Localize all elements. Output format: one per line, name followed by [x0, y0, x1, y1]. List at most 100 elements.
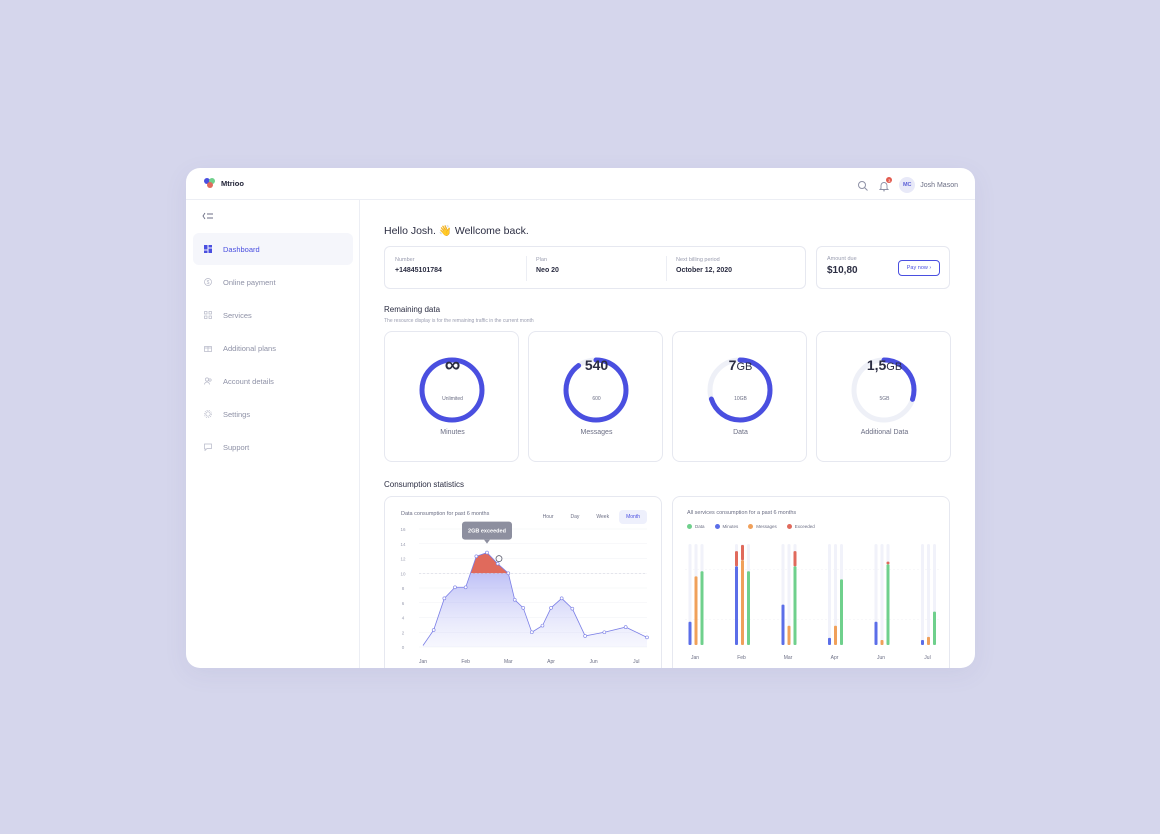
- area-chart: 0 2 4 6 8 10 12 14 16 Jan Feb Mar Apr Jun Jul 2GB excee…: [400, 521, 649, 665]
- bar-data: [840, 579, 843, 645]
- number-value: +14845101784: [395, 267, 442, 274]
- sidebar-item-label: Support: [223, 442, 250, 452]
- bar-data: [700, 571, 704, 645]
- card-label: Additional Data: [860, 429, 909, 436]
- x-tick-label: Jul: [633, 659, 639, 665]
- x-tick-label: Jan: [419, 659, 427, 665]
- bar-messages: [787, 625, 791, 645]
- ring-total: 600: [592, 396, 601, 402]
- avatar[interactable]: MC: [899, 177, 916, 193]
- x-tick-label: Jun: [877, 655, 885, 661]
- top-bar: Mtrioo 3 MC Josh Mason: [186, 168, 975, 200]
- pay-now-button[interactable]: Pay now ›: [898, 260, 940, 276]
- x-tick-label: Jan: [691, 655, 699, 661]
- data-point: [512, 598, 517, 602]
- bar-track: [921, 544, 924, 645]
- data-consumption-card: Data consumption for past 6 months Hour D…: [384, 496, 662, 668]
- bar-minutes: [688, 621, 692, 645]
- logo[interactable]: Mtrioo: [204, 178, 244, 189]
- sidebar-item-label: Services: [223, 310, 252, 320]
- consumption-title: Consumption statistics: [384, 480, 465, 489]
- data-point: [602, 630, 607, 635]
- y-tick-label: 2: [402, 630, 405, 635]
- gear-icon: [204, 410, 212, 418]
- data-point: [540, 623, 545, 628]
- bar-track: [874, 544, 878, 645]
- bar-data: [886, 564, 890, 645]
- account-info-card: Number +14845101784 Plan Neo 20 Next bil…: [384, 246, 806, 289]
- notification-badge: 3: [886, 177, 893, 183]
- remaining-card-messages: 540 600 Messages: [528, 331, 663, 462]
- period-tabs: Hour Day Week Month: [536, 510, 647, 524]
- bar-chart-title: All services consumption for a past 6 mo…: [687, 510, 797, 516]
- collapse-sidebar-icon[interactable]: [202, 212, 214, 222]
- y-tick-label: 12: [400, 557, 406, 562]
- cursor-icon: [495, 555, 503, 562]
- progress-ring: [851, 357, 917, 423]
- billing-label: Next billing period: [676, 257, 720, 263]
- legend-swatch: [786, 524, 792, 529]
- legend-swatch: [714, 524, 720, 529]
- x-tick-label: Feb: [737, 655, 746, 661]
- bar-exceeded: [735, 551, 738, 567]
- y-tick-label: 16: [400, 527, 406, 532]
- bar-minutes: [921, 639, 924, 645]
- ring-total: Unlimited: [442, 396, 463, 402]
- plan-label: Plan: [536, 257, 548, 263]
- sidebar-item-services[interactable]: Services: [193, 299, 353, 331]
- data-point: [645, 635, 649, 640]
- sidebar-item-label: Account details: [223, 376, 274, 386]
- amount-due-label: Amount due: [827, 256, 857, 262]
- tab-hour[interactable]: Hour: [542, 514, 554, 520]
- tab-week[interactable]: Week: [596, 514, 610, 520]
- x-tick-label: Mar: [784, 655, 793, 661]
- ring-value: 540: [529, 357, 664, 373]
- sidebar-item-account-details[interactable]: Account details: [193, 365, 353, 397]
- ring-value-unit: GB: [736, 361, 753, 373]
- exceeded-area: [470, 552, 509, 574]
- legend-swatch: [748, 524, 754, 529]
- bar-minutes: [828, 637, 831, 645]
- ring-value-number: 540: [584, 357, 609, 373]
- amount-due-card: Amount due $10,80 Pay now ›: [816, 246, 950, 289]
- x-tick-label: Mar: [504, 659, 513, 665]
- bar-chart: Jan Feb Mar Apr Jun Jul: [685, 544, 941, 661]
- sidebar-item-online-payment[interactable]: $ Online payment: [193, 266, 353, 298]
- y-tick-label: 4: [402, 616, 405, 621]
- sidebar-item-settings[interactable]: Settings: [193, 398, 353, 430]
- sidebar-item-dashboard[interactable]: Dashboard: [193, 233, 353, 265]
- x-tick-label: Jun: [590, 659, 598, 665]
- search-icon[interactable]: [857, 179, 869, 191]
- bar-exceeded: [886, 561, 890, 565]
- bar-messages: [927, 636, 930, 645]
- user-name[interactable]: Josh Mason: [920, 181, 958, 189]
- sidebar-item-label: Online payment: [223, 277, 276, 287]
- ring-value-number: ∞: [444, 352, 461, 377]
- dollar-icon: $: [204, 278, 212, 286]
- data-point: [521, 606, 526, 610]
- tab-day[interactable]: Day: [570, 514, 580, 520]
- data-point: [495, 561, 500, 566]
- legend-item: Data: [687, 524, 705, 529]
- data-point: [549, 606, 553, 610]
- tab-month[interactable]: Month: [619, 510, 647, 524]
- logo-icon: [204, 178, 216, 189]
- y-tick-label: 14: [400, 542, 406, 547]
- legend-swatch: [687, 524, 692, 529]
- sidebar-item-support[interactable]: Support: [193, 431, 353, 463]
- bar-data: [933, 611, 936, 645]
- progress-ring: [419, 357, 485, 423]
- data-point: [623, 625, 628, 629]
- sidebar: Dashboard $ Online payment Services Addition…: [186, 200, 360, 668]
- remaining-data-subtitle: The resource display is for the remainin…: [384, 318, 534, 324]
- ring-total: 5GB: [879, 396, 890, 402]
- users-icon: [204, 377, 212, 385]
- bar-track: [880, 544, 884, 645]
- ring-value: 7GB: [673, 357, 808, 373]
- chat-icon: [204, 443, 212, 452]
- sidebar-item-additional-plans[interactable]: Additional plans: [193, 332, 353, 364]
- bar-track: [927, 544, 930, 645]
- legend-item: Minutes: [714, 524, 738, 529]
- bar-messages: [880, 639, 884, 645]
- bell-icon[interactable]: 3: [878, 177, 893, 192]
